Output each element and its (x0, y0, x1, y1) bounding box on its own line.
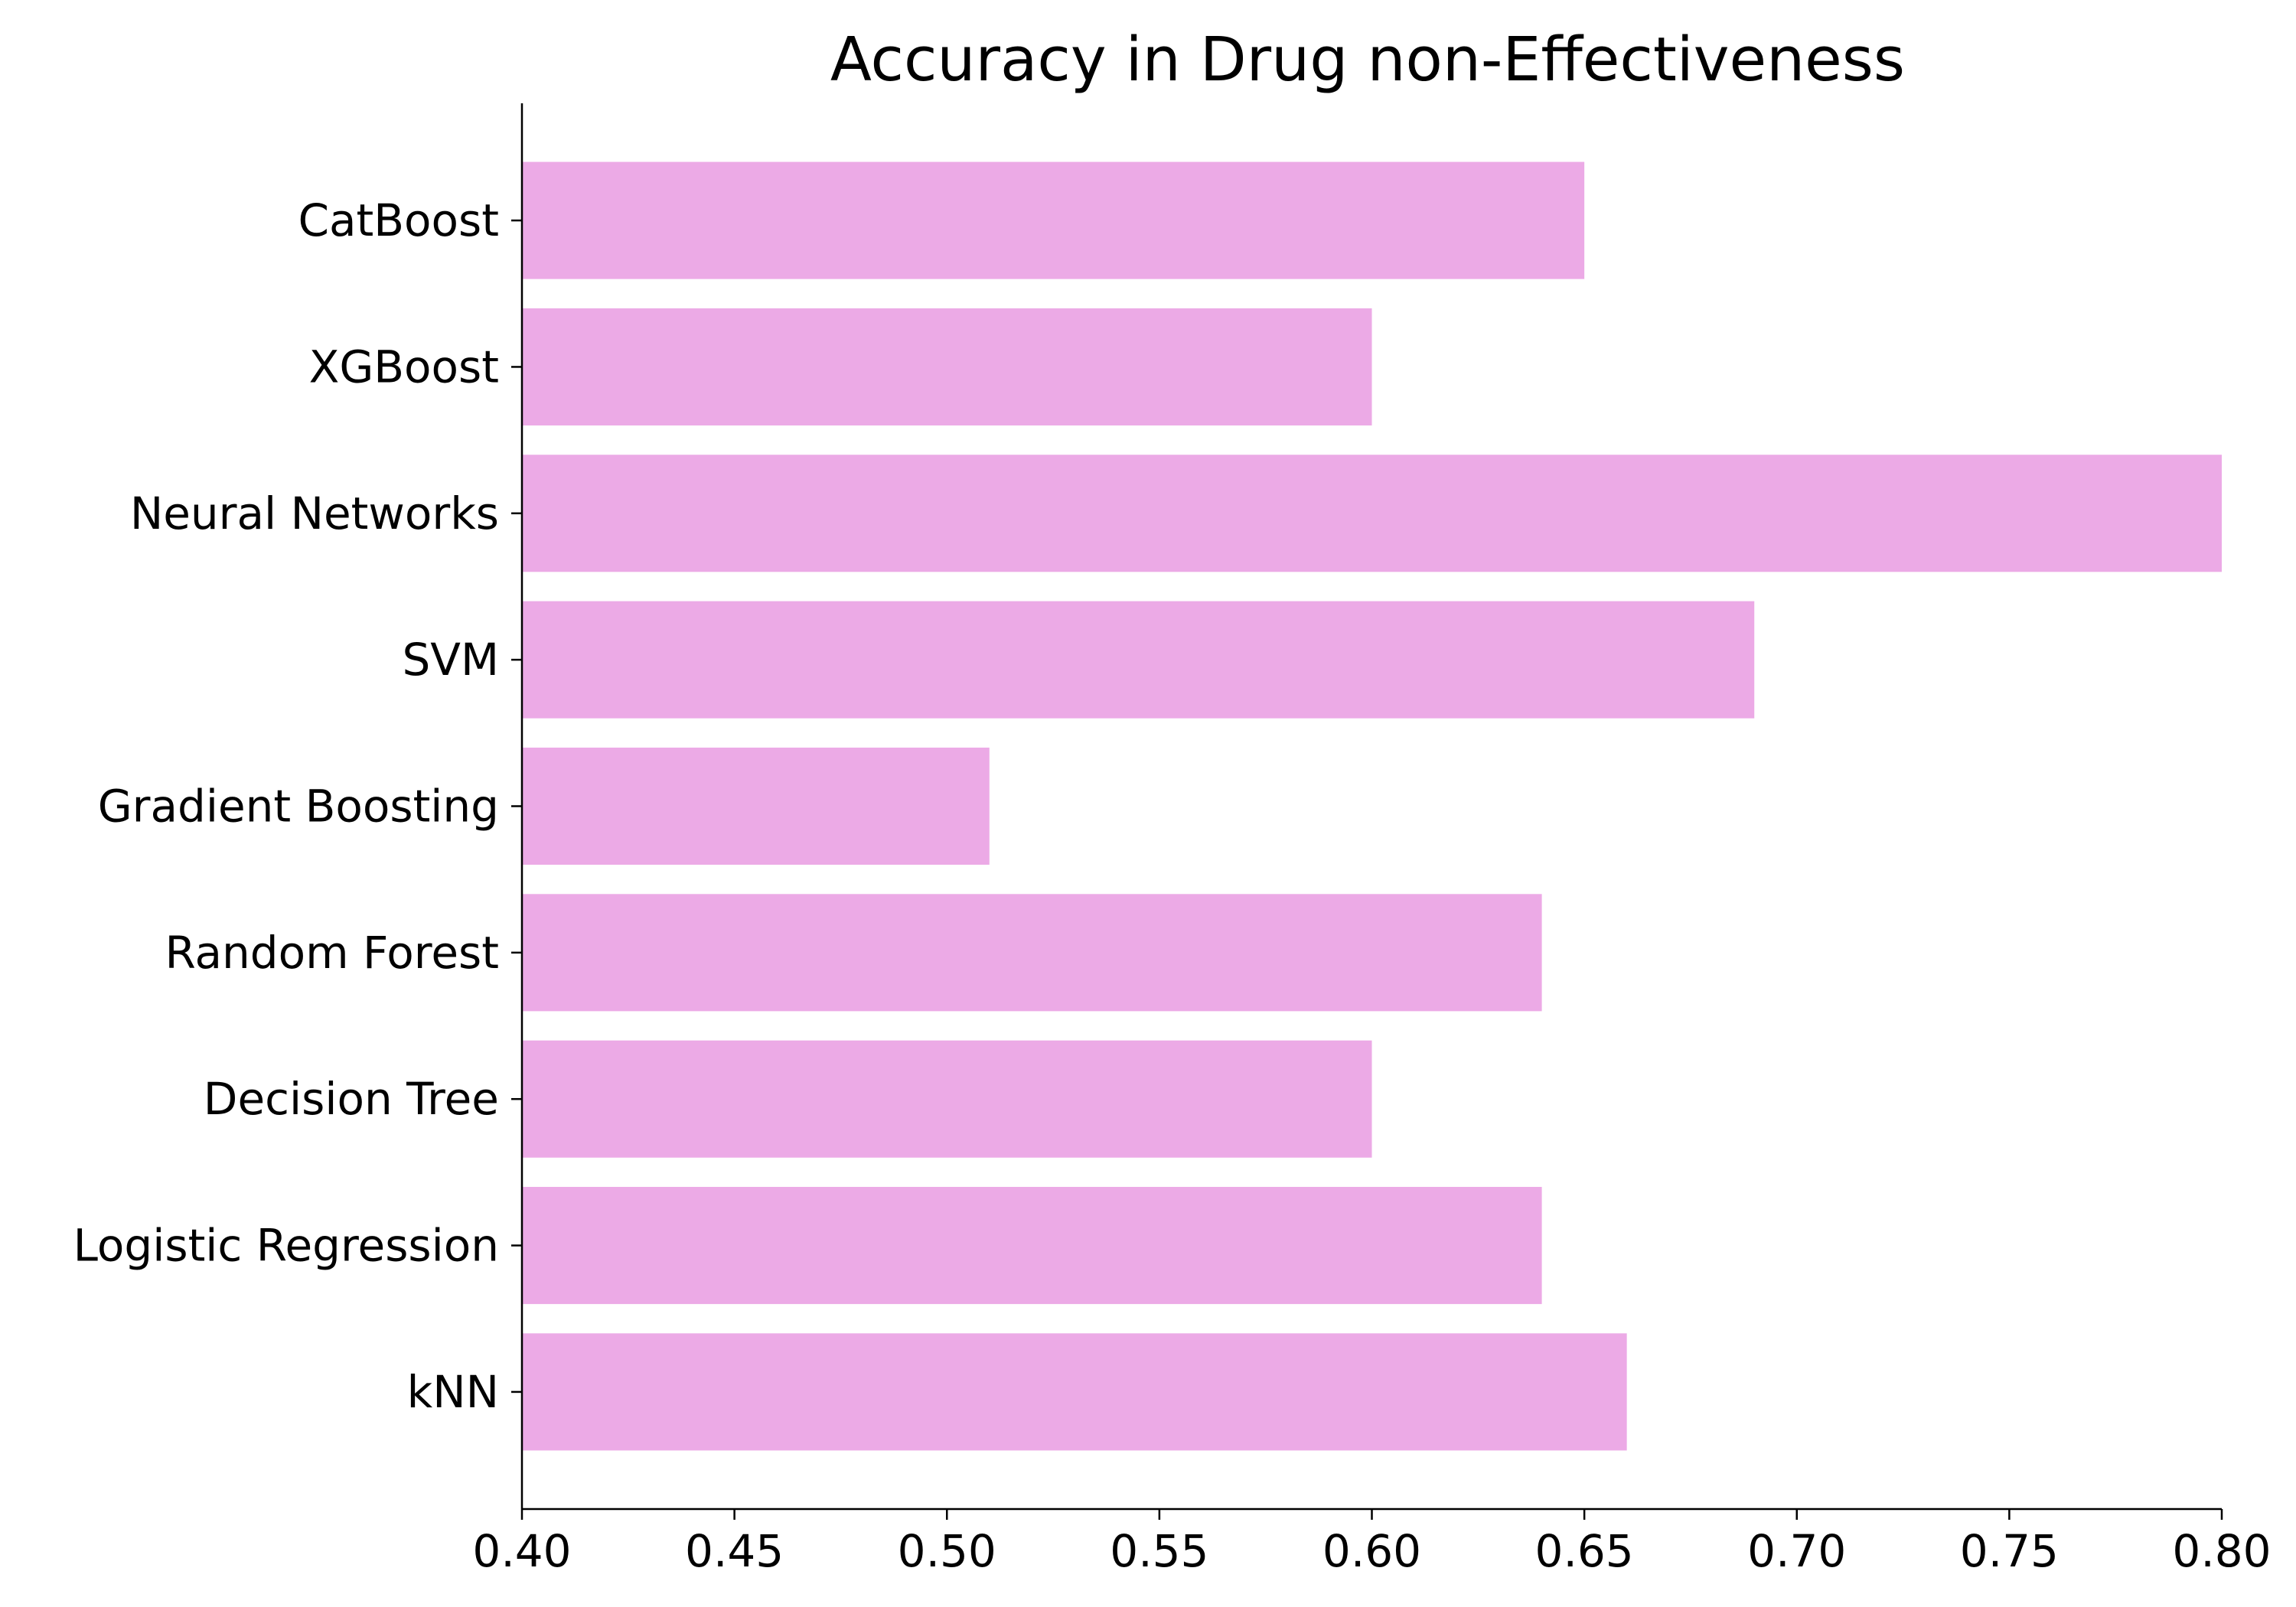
bar-logistic-regression (522, 1187, 1542, 1305)
x-tick-label: 0.75 (1960, 1525, 2059, 1577)
bar-xgboost (522, 308, 1372, 425)
y-tick-label: SVM (402, 634, 499, 686)
y-tick-label: Logistic Regression (73, 1220, 499, 1272)
x-axis: 0.40 0.45 0.50 0.55 0.60 0.65 0.70 0.75 0.80 (472, 1508, 2272, 1577)
x-tick-label: 0.50 (898, 1525, 996, 1577)
bar-random-forest (522, 894, 1542, 1012)
bars-group (522, 161, 2222, 1451)
x-tick-label: 0.55 (1110, 1525, 1208, 1577)
x-tick-label: 0.45 (685, 1525, 784, 1577)
chart-title: Accuracy in Drug non-Effectiveness (830, 24, 1905, 95)
y-tick-label: XGBoost (309, 341, 499, 393)
bar-catboost (522, 161, 1585, 279)
y-tick-label: kNN (407, 1366, 499, 1418)
y-tick-label: Gradient Boosting (98, 781, 499, 833)
x-tick-label: 0.65 (1535, 1525, 1634, 1577)
y-tick-label: CatBoost (298, 194, 499, 246)
x-tick-label: 0.60 (1322, 1525, 1421, 1577)
y-tick-label: Decision Tree (204, 1073, 499, 1125)
x-tick-label: 0.40 (472, 1525, 571, 1577)
y-tick-label: Random Forest (165, 927, 499, 979)
y-axis: kNN Logistic Regression Decision Tree Rando… (73, 103, 523, 1509)
bar-svm (522, 601, 1755, 719)
bar-decision-tree (522, 1040, 1372, 1158)
x-tick-label: 0.70 (1747, 1525, 1846, 1577)
y-tick-label: Neural Networks (130, 487, 499, 539)
bar-gradient-boosting (522, 747, 990, 865)
x-tick-label: 0.80 (2172, 1525, 2271, 1577)
bar-neural-networks (522, 455, 2222, 572)
bar-knn (522, 1333, 1627, 1451)
